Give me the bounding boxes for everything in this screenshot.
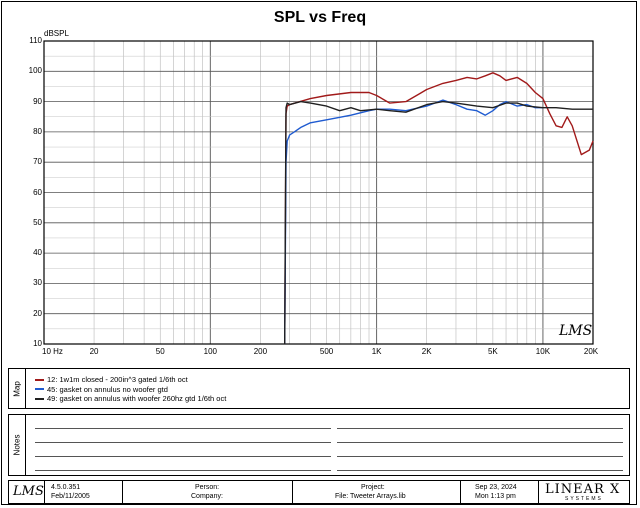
note-line — [337, 456, 623, 457]
x-tick-label: 200 — [253, 347, 268, 356]
y-tick-label: 20 — [33, 308, 42, 318]
note-line — [337, 428, 623, 429]
legend-label: 49: gasket on annulus with woofer 260hz … — [47, 394, 227, 403]
time: Mon 1:13 pm — [475, 493, 516, 500]
y-tick-label: 110 — [29, 36, 42, 45]
x-tick-label: 50 — [155, 347, 165, 356]
y-axis-unit: dBSPL — [44, 29, 69, 38]
chart-title: SPL vs Freq — [273, 9, 367, 26]
note-line — [35, 470, 331, 471]
company-label: Company: — [191, 493, 223, 500]
brand-sub: SYSTEMS — [565, 496, 603, 502]
y-tick-label: 40 — [33, 248, 42, 258]
note-line — [337, 470, 623, 471]
person-label: Person: — [195, 484, 220, 491]
y-tick-label: 80 — [33, 126, 42, 136]
y-tick-label: 30 — [33, 278, 42, 288]
legend-label: 45: gasket on annulus no woofer gtd — [47, 384, 168, 394]
note-line — [35, 456, 331, 457]
x-tick-label: 100 — [203, 347, 217, 356]
legend-swatch — [35, 397, 44, 400]
lms-logo: LMS — [13, 484, 44, 499]
version-date: Feb/11/2005 — [51, 493, 90, 500]
x-tick-label: 20 — [89, 347, 99, 356]
version: 4.5.0.351 — [51, 484, 81, 491]
y-tick-label: 100 — [28, 66, 42, 76]
map-label: Map — [12, 380, 22, 397]
note-line — [337, 442, 623, 443]
plot-border — [43, 40, 594, 345]
project-label: Project: — [361, 484, 385, 491]
map-label-box: Map — [9, 369, 26, 408]
notes-label-box: Notes — [9, 415, 26, 475]
map-legend-panel: Map 12: 1w1m closed - 200in^3 gated 1/6t… — [8, 368, 630, 409]
y-tick-label: 10 — [33, 339, 42, 348]
x-tick-label: 10K — [535, 347, 551, 356]
legend-label: 12: 1w1m closed - 200in^3 gated 1/6th oc… — [47, 375, 188, 384]
date: Sep 23, 2024 — [475, 484, 517, 491]
legend: 12: 1w1m closed - 200in^3 gated 1/6th oc… — [35, 375, 226, 404]
lms-watermark: LMS — [559, 323, 593, 339]
x-tick-label: 5K — [487, 347, 498, 356]
y-tick-label: 60 — [33, 187, 42, 197]
footer-brand-cell: LINEAR X SYSTEMS — [539, 481, 631, 503]
brand-logo: LINEAR X — [545, 482, 621, 497]
grid-lines — [44, 40, 593, 345]
notes-panel: Notes — [8, 414, 630, 476]
legend-entry: 12: 1w1m closed - 200in^3 gated 1/6th oc… — [35, 375, 226, 385]
series-group — [284, 72, 594, 345]
file-label: File: Tweeter Arrays.lib — [335, 493, 406, 500]
series-line-3 — [284, 100, 593, 345]
y-tick-label: 70 — [33, 157, 42, 167]
series-line-1 — [284, 72, 594, 345]
legend-swatch — [35, 378, 44, 381]
footer-logo-cell: LMS — [9, 481, 45, 503]
note-line — [35, 442, 331, 443]
x-tick-label: 2K — [421, 347, 432, 356]
note-line — [35, 428, 331, 429]
footer-date-cell: Sep 23, 2024 Mon 1:13 pm — [461, 481, 539, 503]
footer-person-cell: Person: Company: — [123, 481, 293, 503]
x-tick-label: 500 — [319, 347, 334, 356]
y-tick-label: 50 — [33, 217, 42, 227]
series-line-2 — [284, 99, 543, 345]
notes-label: Notes — [12, 434, 22, 456]
footer-version-cell: 4.5.0.351 Feb/11/2005 — [45, 481, 123, 503]
y-tick-label: 90 — [33, 96, 42, 106]
legend-entry: 49: gasket on annulus with woofer 260hz … — [35, 394, 226, 404]
footer-project-cell: Project: File: Tweeter Arrays.lib — [293, 481, 461, 503]
footer-bar: LMS 4.5.0.351 Feb/11/2005 Person: Compan… — [8, 480, 630, 504]
legend-swatch — [35, 388, 44, 391]
x-tick-label: 10 Hz — [42, 347, 63, 356]
x-tick-label: 20K — [583, 347, 599, 356]
legend-entry: 45: gasket on annulus no woofer gtd — [35, 385, 226, 395]
x-tick-label: 1K — [371, 347, 382, 356]
